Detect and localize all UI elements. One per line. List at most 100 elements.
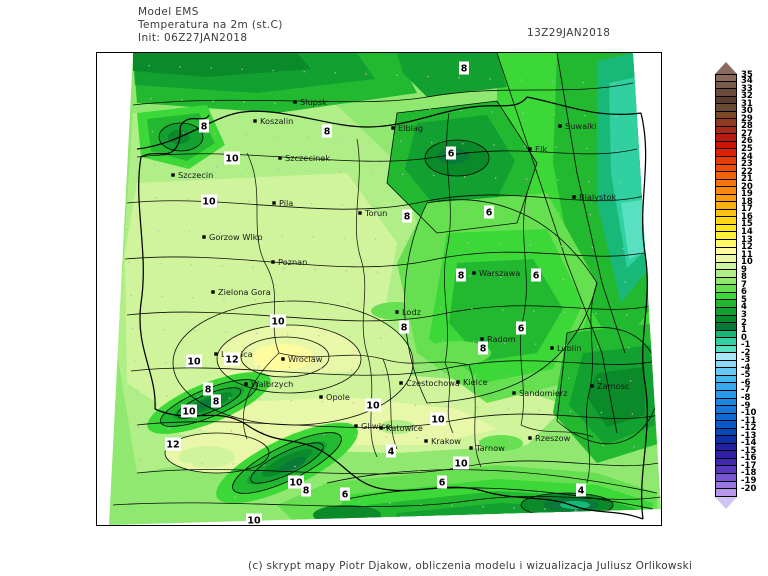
city-dot	[358, 211, 362, 215]
contour-label-text: 4	[388, 447, 395, 458]
colorbar-band: 0	[715, 333, 747, 346]
colorbar-tick-label: -6	[741, 377, 751, 388]
contour-label-bg	[402, 209, 412, 223]
colorbar-tick-label: -15	[741, 445, 757, 456]
contour-label: 8	[402, 209, 412, 223]
city-marker: Lublin	[550, 343, 582, 353]
contour-label: 6	[437, 475, 447, 489]
contour-label-bg	[340, 487, 350, 501]
city-dot	[391, 126, 395, 130]
colorbar-band: 11	[715, 250, 753, 263]
contour-label-bg	[453, 456, 469, 470]
contour-label-text: 6	[518, 324, 525, 335]
city-name-label: Warszawa	[479, 268, 520, 278]
colorbar-band: 8	[715, 272, 747, 286]
colorbar-band: -17	[715, 461, 756, 474]
colorbar-tick-label: 15	[741, 219, 753, 230]
contour-label: 8	[199, 119, 209, 133]
contour-label-bg	[199, 119, 209, 133]
city-dot	[550, 346, 554, 350]
colorbar-band: -15	[715, 446, 756, 459]
colorbar-band: 30	[715, 106, 753, 120]
contour-label-text: 8	[480, 344, 487, 355]
city-dot	[379, 426, 383, 430]
city-dot	[171, 173, 175, 177]
city-marker: Zielona Gora	[211, 287, 271, 297]
contour-label-bg	[516, 321, 526, 335]
colorbar-band: -8	[715, 393, 750, 407]
colorbar-tick-label: -10	[741, 408, 757, 419]
contour-label-text: 12	[225, 355, 238, 366]
colorbar-tick-label: 28	[741, 121, 753, 132]
colorbar-band: -7	[715, 385, 750, 399]
city-marker: Torun	[358, 208, 387, 218]
colorbar-band: 10	[715, 257, 753, 271]
colorbar-band: 29	[715, 114, 753, 127]
colorbar-band: 23	[715, 159, 753, 173]
city-name-label: Czestochowa	[406, 378, 460, 388]
contour-label: 10	[186, 354, 202, 368]
colorbar-tick-label: 29	[741, 113, 753, 124]
colorbar-tick-label: -17	[741, 460, 757, 471]
city-dot	[319, 395, 323, 399]
contour-label-bg	[165, 437, 181, 451]
contour-label-bg	[270, 314, 286, 328]
contour-label: 8	[211, 394, 221, 408]
colorbar-band: 4	[715, 302, 747, 316]
colorbar-band: 2	[715, 318, 747, 331]
city-name-label: Walbrzych	[251, 379, 293, 389]
city-marker: Suwalki	[558, 121, 596, 131]
contour-label-bg	[301, 483, 311, 497]
contour-label-bg	[181, 404, 197, 418]
colorbar-tick-label: 4	[741, 302, 747, 313]
city-dot	[278, 156, 282, 160]
colorbar-tick-label: 2	[741, 317, 747, 328]
city-name-label: Radom	[487, 334, 516, 344]
city-marker: Poznan	[271, 257, 307, 267]
colorbar-band: 35	[715, 70, 753, 82]
colorbar-tick-label: 24	[741, 151, 753, 162]
city-marker: Rzeszow	[528, 433, 571, 443]
colorbar-tick-label: 16	[741, 211, 753, 222]
contour-label-bg	[430, 412, 446, 426]
colorbar-tick-label: 30	[741, 106, 753, 117]
colorbar-tick-label: -5	[741, 370, 751, 381]
city-name-label: Zielona Gora	[218, 287, 271, 297]
contour-label-text: 8	[458, 271, 465, 282]
colorbar-tick-label: 6	[741, 287, 747, 298]
colorbar-band: 13	[715, 235, 753, 248]
city-dot	[271, 260, 275, 264]
temperature-map[interactable]: Slupsk Koszalin Szczecinek Szczecin Pila Gorz…	[96, 52, 662, 526]
colorbar-tick-label: 7	[741, 279, 747, 290]
city-name-label: Lodz	[402, 307, 421, 317]
city-dot	[528, 147, 532, 151]
city-name-label: Slupsk	[300, 97, 327, 107]
colorbar-band: -6	[715, 378, 750, 391]
city-marker: Elk	[528, 144, 547, 154]
city-dot	[211, 290, 215, 294]
colorbar-band: 21	[715, 174, 753, 188]
temperature-colorbar[interactable]: 35 34 33 32 31 30 29 28 27 26 25 24 23 22 21 20 19 18 17 16…	[715, 62, 756, 509]
colorbar-band: -2	[715, 348, 750, 361]
contour-label-bg	[478, 341, 488, 355]
colorbar-band: 28	[715, 121, 753, 135]
colorbar-band: 9	[715, 265, 747, 278]
contour-label-text: 10	[225, 154, 239, 165]
colorbar-tick-label: 10	[741, 257, 753, 268]
contour-label-text: 4	[578, 486, 585, 497]
city-marker: Warszawa	[472, 268, 520, 278]
contour-label: 6	[340, 487, 350, 501]
contour-label-bg	[365, 398, 381, 412]
map-canvas: Slupsk Koszalin Szczecinek Szczecin Pila Gorz…	[97, 53, 661, 525]
contour-label: 10	[365, 398, 381, 412]
colorbar-tick-label: -3	[741, 355, 751, 366]
colorbar-band: -14	[715, 438, 756, 452]
contour-label: 10	[270, 314, 286, 328]
contour-label: 10	[224, 151, 240, 165]
colorbar-tick-label: -20	[741, 483, 757, 494]
contour-label-bg	[201, 194, 217, 208]
contour-label-bg	[186, 354, 202, 368]
contour-label-text: 10	[187, 357, 201, 368]
contour-label-bg	[531, 268, 541, 282]
